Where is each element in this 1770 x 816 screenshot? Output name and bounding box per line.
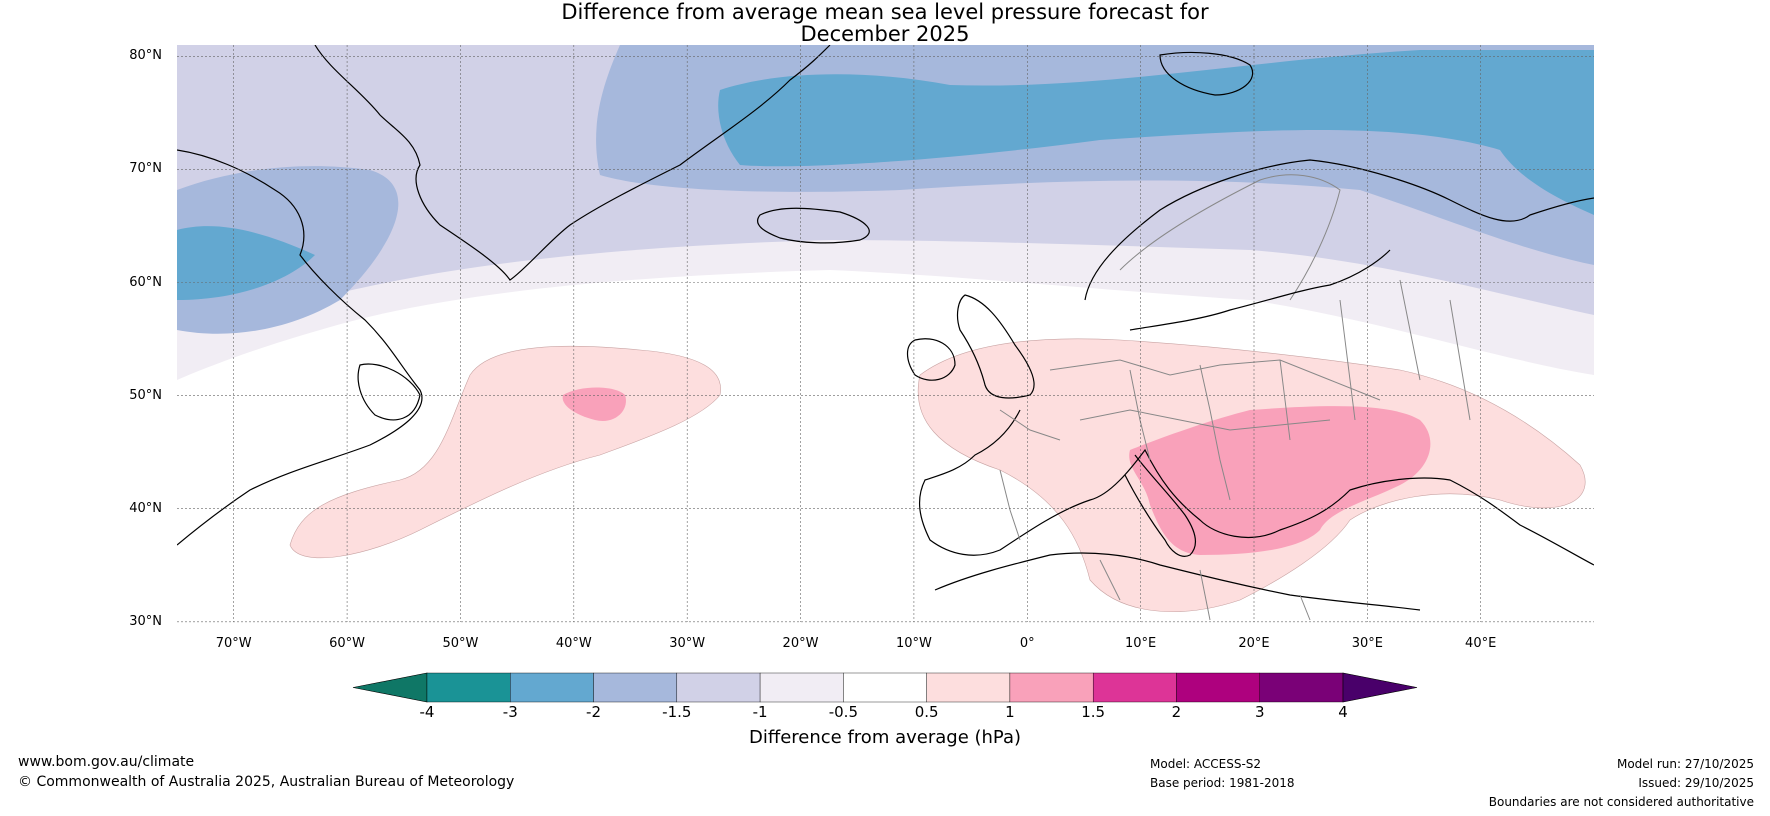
canada-coastline (177, 149, 423, 546)
britain-coastline (956, 294, 1035, 399)
lon-label: 40°W (555, 636, 592, 651)
lat-label: 40°N (129, 500, 162, 516)
colorbar-swatch (510, 672, 594, 703)
colorbar-swatch (843, 672, 927, 703)
italy-coastline (1124, 454, 1197, 557)
baltic-coastline (1129, 249, 1391, 331)
lon-label: 70°W (215, 636, 252, 651)
footer-copyright: © Commonwealth of Australia 2025, Austra… (18, 774, 515, 790)
colorbar-tick-label: 0.5 (914, 703, 939, 721)
lat-label: 60°N (129, 274, 162, 290)
colorbar-tick-label: -1.5 (662, 703, 692, 721)
footer-base-period: Base period: 1981-2018 (1150, 776, 1295, 790)
lon-label: 10°E (1124, 636, 1157, 651)
colorbar-tick-label: 4 (1338, 703, 1348, 721)
footer-model: Model: ACCESS-S2 (1150, 757, 1262, 771)
colorbar-tick-label: 3 (1254, 703, 1265, 721)
colorbar-tick-label: 1 (1005, 703, 1015, 721)
colorbar-tick-label: -3 (502, 703, 518, 721)
anomaly-region-plus-1-balkans (1129, 406, 1431, 555)
colorbar-swatch (1176, 672, 1260, 703)
map-title-line2: December 2025 (800, 22, 970, 46)
colorbar-extend-low (352, 672, 428, 703)
ireland-coastline (906, 338, 956, 381)
iceland-coastline (757, 207, 870, 244)
colorbar (352, 672, 1418, 703)
lon-label: 60°W (329, 636, 366, 651)
footer-model-run: Model run: 27/10/2025 (1616, 757, 1754, 771)
map-title-line1: Difference from average mean sea level p… (561, 0, 1209, 24)
lon-label: 30°W (669, 636, 706, 651)
colorbar-tick-label: -0.5 (828, 703, 858, 721)
newfoundland-coastline (357, 363, 421, 421)
colorbar-tick-label: 1.5 (1081, 703, 1106, 721)
lon-label: 50°W (442, 636, 479, 651)
lat-label: 70°N (129, 161, 162, 177)
lon-label: 0° (1019, 636, 1035, 651)
colorbar-tick-label: -2 (586, 703, 602, 721)
lat-label: 80°N (129, 48, 162, 64)
colorbar-swatch (926, 672, 1011, 703)
colorbar-label: Difference from average (hPa) (748, 727, 1022, 748)
greenland-coastline (314, 45, 831, 281)
colorbar-tick-label: 2 (1171, 703, 1182, 721)
colorbar-extend-high (1342, 672, 1418, 703)
footer-website: www.bom.gov.au/climate (18, 754, 195, 770)
lat-label: 30°N (129, 613, 162, 629)
colorbar-swatch (1009, 672, 1094, 703)
colorbar-swatch (593, 672, 678, 703)
svalbard-coastline (1159, 51, 1254, 96)
lon-label: 40°E (1465, 636, 1497, 651)
norway-sweden-border (1119, 174, 1341, 301)
footer-disclaimer: Boundaries are not considered authoritat… (1488, 795, 1754, 809)
lon-label: 20°W (782, 636, 819, 651)
lon-label: 30°E (1351, 636, 1384, 651)
scandinavia-coastline (1084, 159, 1594, 301)
lon-label: 20°E (1238, 636, 1270, 651)
anomaly-region-minus-2 (177, 50, 1594, 300)
colorbar-tick-label: -1 (752, 703, 768, 721)
lat-label: 50°N (129, 387, 162, 403)
europe-coastline (919, 409, 1594, 566)
colorbar-swatch (759, 672, 844, 703)
lon-label: 10°W (895, 636, 932, 651)
footer-issued: Issued: 29/10/2025 (1638, 776, 1754, 790)
north-africa-coastline (934, 552, 1421, 611)
colorbar-swatch (1092, 672, 1177, 703)
colorbar-swatch (1259, 672, 1344, 703)
colorbar-swatch (426, 672, 511, 703)
colorbar-swatch (676, 672, 761, 703)
country-borders (999, 279, 1471, 621)
colorbar-tick-label: -4 (419, 703, 435, 721)
graticule (177, 45, 1594, 623)
